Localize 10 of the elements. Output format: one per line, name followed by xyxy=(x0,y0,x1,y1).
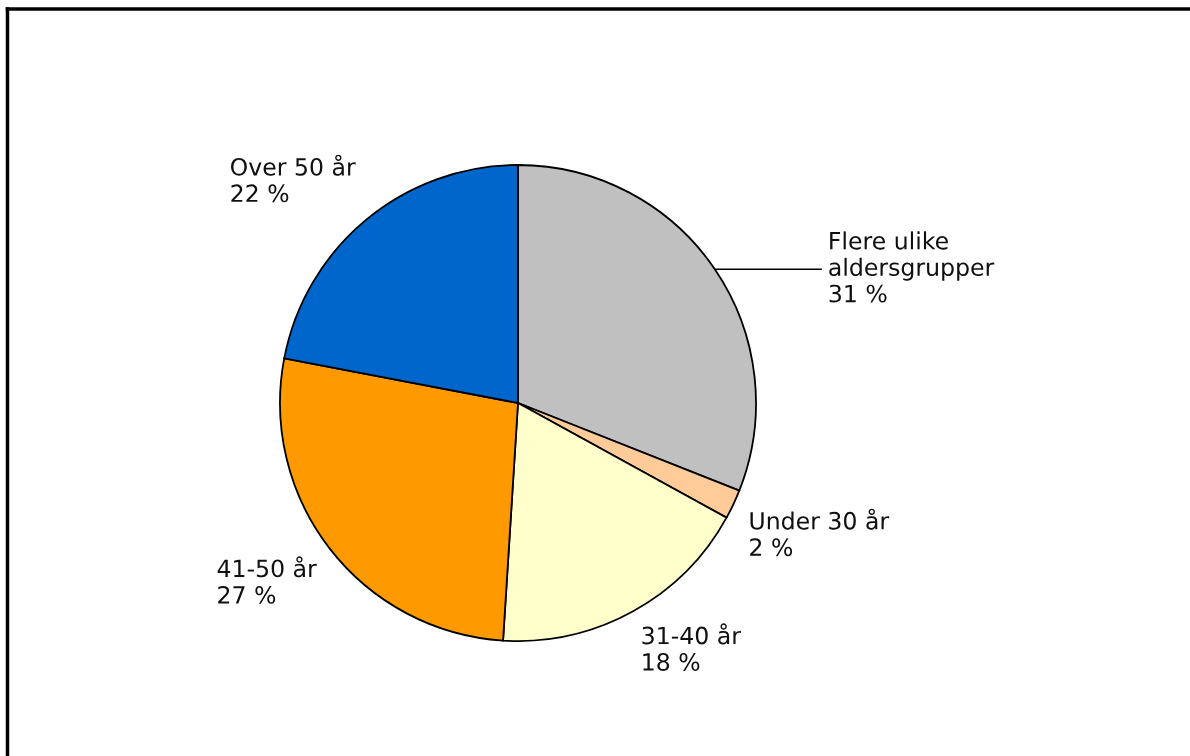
data-label: 2 % xyxy=(750,538,793,557)
slice-label: Flere ulike aldersgrupper xyxy=(829,231,995,281)
slice-label: Under 30 år xyxy=(750,508,890,530)
slice-label: Over 50 år xyxy=(230,154,356,176)
data-label: 18 % xyxy=(643,653,700,671)
data-label: 22 % xyxy=(231,184,289,203)
slice-label: 41-50 år xyxy=(217,556,317,578)
data-label: 27 % xyxy=(218,585,276,604)
slice-label: 31-40 år xyxy=(642,623,741,645)
data-label: 31 % xyxy=(829,284,887,303)
